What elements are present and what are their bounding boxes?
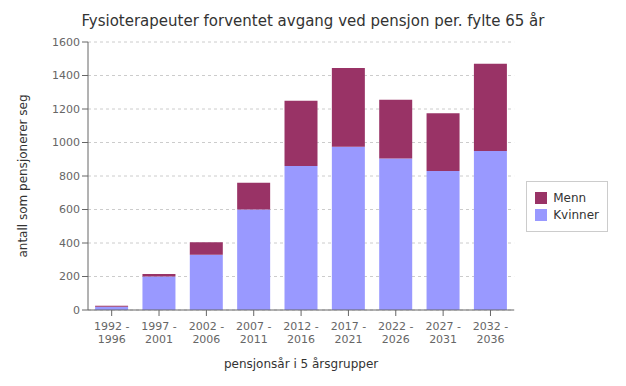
svg-text:2027 -2031: 2027 -2031 xyxy=(425,320,460,346)
html-text:Kvinner: Kvinner xyxy=(553,207,599,222)
svg-text:1200: 1200 xyxy=(52,103,80,116)
svg-text:1400: 1400 xyxy=(52,69,80,82)
svg-text:2012 -2016: 2012 -2016 xyxy=(283,320,318,346)
svg-text:2002 -2006: 2002 -2006 xyxy=(189,320,224,346)
svg-text:2032 -2036: 2032 -2036 xyxy=(473,320,508,346)
svg-text:800: 800 xyxy=(59,170,80,183)
svg-text:0: 0 xyxy=(73,304,80,317)
svg-text:1000: 1000 xyxy=(52,136,80,149)
svg-text:200: 200 xyxy=(59,270,80,283)
svg-text:antall som pensjonerer seg: antall som pensjonerer seg xyxy=(16,94,30,257)
svg-text:600: 600 xyxy=(59,203,80,216)
svg-text:2022 -2026: 2022 -2026 xyxy=(378,320,413,346)
svg-text:1600: 1600 xyxy=(52,36,80,49)
html-text:Menn: Menn xyxy=(553,190,587,205)
svg-text:2007 -2011: 2007 -2011 xyxy=(236,320,271,346)
svg-text:400: 400 xyxy=(59,237,80,250)
svg-text:1992 -1996: 1992 -1996 xyxy=(94,320,129,346)
svg-text:pensjonsår i 5 årsgrupper: pensjonsår i 5 årsgrupper xyxy=(224,357,378,371)
svg-text:1997 -2001: 1997 -2001 xyxy=(141,320,176,346)
svg-text:2017 -2021: 2017 -2021 xyxy=(331,320,366,346)
html-text:Fysioterapeuter forventet avga: Fysioterapeuter forventet avgang ved pen… xyxy=(81,12,545,30)
